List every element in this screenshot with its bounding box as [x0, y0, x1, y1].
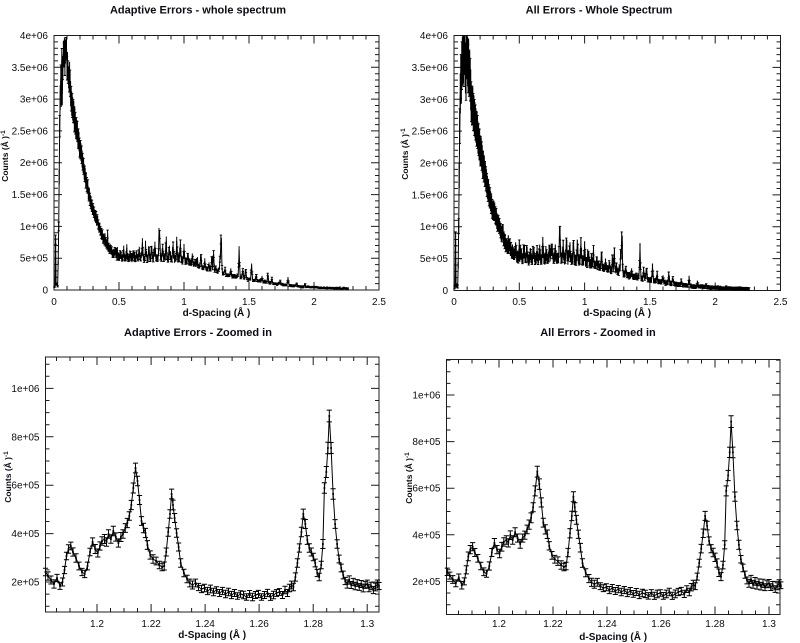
svg-text:1: 1 — [582, 297, 588, 308]
svg-text:d-Spacing (Å ): d-Spacing (Å ) — [583, 306, 651, 319]
svg-text:2.5e+06: 2.5e+06 — [412, 127, 449, 138]
svg-text:3e+06: 3e+06 — [420, 95, 449, 106]
svg-text:0: 0 — [42, 286, 48, 297]
svg-text:4e+05: 4e+05 — [412, 530, 441, 541]
svg-text:2.5e+06: 2.5e+06 — [12, 126, 49, 137]
svg-text:1.26: 1.26 — [249, 619, 269, 630]
svg-text:Counts (Å )-1: Counts (Å )-1 — [400, 128, 410, 180]
svg-text:1e+06: 1e+06 — [412, 391, 441, 402]
svg-text:1.2: 1.2 — [492, 619, 506, 630]
svg-text:2: 2 — [712, 297, 718, 308]
svg-text:1e+06: 1e+06 — [420, 222, 449, 233]
svg-text:2e+06: 2e+06 — [420, 159, 449, 170]
svg-text:All Errors - Whole Spectrum: All Errors - Whole Spectrum — [526, 5, 673, 17]
svg-text:2: 2 — [311, 297, 317, 308]
svg-text:5e+05: 5e+05 — [420, 254, 449, 265]
svg-text:2.5: 2.5 — [774, 297, 788, 308]
svg-text:Counts (Å )-1: Counts (Å )-1 — [3, 451, 13, 503]
svg-text:2e+05: 2e+05 — [11, 578, 40, 589]
svg-text:1.24: 1.24 — [195, 619, 215, 630]
svg-text:1.22: 1.22 — [543, 619, 563, 630]
svg-text:1.28: 1.28 — [705, 619, 725, 630]
svg-text:0.5: 0.5 — [512, 297, 526, 308]
svg-text:1e+06: 1e+06 — [11, 384, 40, 395]
svg-text:1.5: 1.5 — [643, 297, 657, 308]
svg-text:4e+06: 4e+06 — [20, 31, 49, 42]
svg-text:0: 0 — [451, 297, 457, 308]
svg-text:4e+05: 4e+05 — [11, 529, 40, 540]
svg-text:2e+05: 2e+05 — [412, 577, 441, 588]
svg-text:3e+06: 3e+06 — [20, 95, 49, 106]
svg-text:2.5: 2.5 — [372, 297, 386, 308]
svg-text:Adaptive Errors - Zoomed in: Adaptive Errors - Zoomed in — [124, 327, 272, 339]
svg-text:1.5e+06: 1.5e+06 — [12, 190, 49, 201]
svg-text:4e+06: 4e+06 — [420, 31, 449, 42]
svg-text:1.2: 1.2 — [90, 619, 104, 630]
svg-text:1.28: 1.28 — [303, 619, 323, 630]
svg-text:Adaptive Errors - whole spectr: Adaptive Errors - whole spectrum — [110, 5, 286, 17]
svg-text:1.24: 1.24 — [597, 619, 617, 630]
svg-text:1.3: 1.3 — [762, 619, 776, 630]
svg-text:d-Spacing (Å ): d-Spacing (Å ) — [579, 630, 647, 643]
svg-text:8e+05: 8e+05 — [412, 437, 441, 448]
svg-text:3.5e+06: 3.5e+06 — [12, 63, 49, 74]
svg-text:1.5: 1.5 — [242, 297, 256, 308]
svg-text:6e+05: 6e+05 — [11, 481, 40, 492]
svg-text:8e+05: 8e+05 — [11, 432, 40, 443]
svg-text:1.5e+06: 1.5e+06 — [412, 190, 449, 201]
svg-text:d-Spacing (Å ): d-Spacing (Å ) — [183, 306, 251, 319]
svg-text:2e+06: 2e+06 — [20, 158, 49, 169]
svg-text:0.5: 0.5 — [112, 297, 126, 308]
svg-text:3.5e+06: 3.5e+06 — [412, 63, 449, 74]
svg-text:1.22: 1.22 — [141, 619, 161, 630]
svg-text:0: 0 — [442, 286, 448, 297]
svg-text:1.3: 1.3 — [360, 619, 374, 630]
svg-text:1: 1 — [181, 297, 187, 308]
svg-text:Counts (Å )-1: Counts (Å )-1 — [404, 452, 414, 504]
svg-text:1e+06: 1e+06 — [20, 222, 49, 233]
svg-text:d-Spacing (Å ): d-Spacing (Å ) — [178, 628, 246, 641]
svg-text:5e+05: 5e+05 — [20, 254, 49, 265]
svg-text:All Errors - Zoomed in: All Errors - Zoomed in — [540, 327, 656, 339]
svg-text:1.26: 1.26 — [651, 619, 671, 630]
svg-text:6e+05: 6e+05 — [412, 484, 441, 495]
svg-text:0: 0 — [51, 297, 57, 308]
svg-text:Counts (Å )-1: Counts (Å )-1 — [0, 130, 10, 182]
